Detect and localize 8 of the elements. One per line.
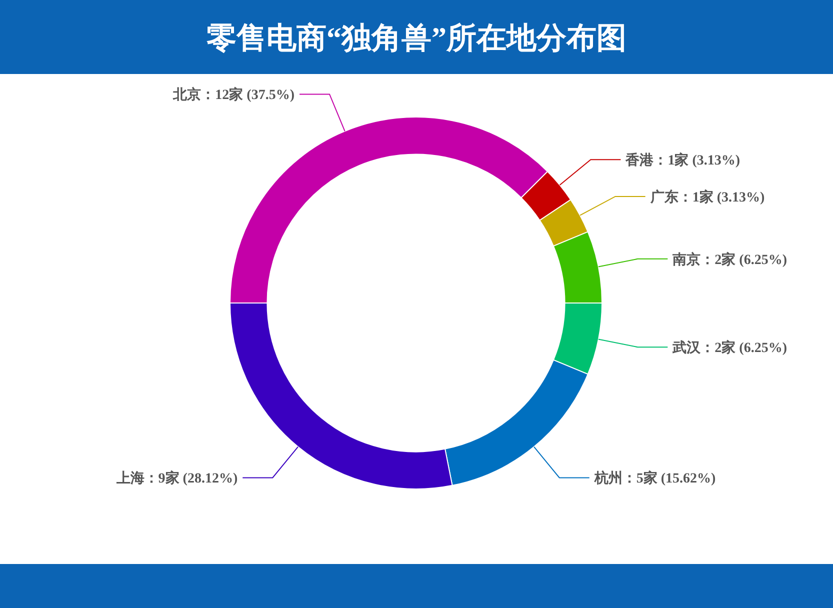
slice-label: 南京：2家 (6.25%) — [672, 250, 788, 268]
slice-label: 杭州：5家 (15.62%) — [593, 470, 716, 487]
slice-label: 北京：12家 (37.5%) — [172, 86, 295, 104]
slice-label: 上海：9家 (28.12%) — [115, 470, 238, 487]
chart-title: 零售电商“独角兽”所在地分布图 — [206, 21, 626, 55]
slice-label: 广东：1家 (3.13%) — [649, 188, 765, 206]
slice-label: 香港：1家 (3.13%) — [624, 152, 740, 169]
slice-label: 武汉：2家 (6.25%) — [672, 339, 788, 356]
